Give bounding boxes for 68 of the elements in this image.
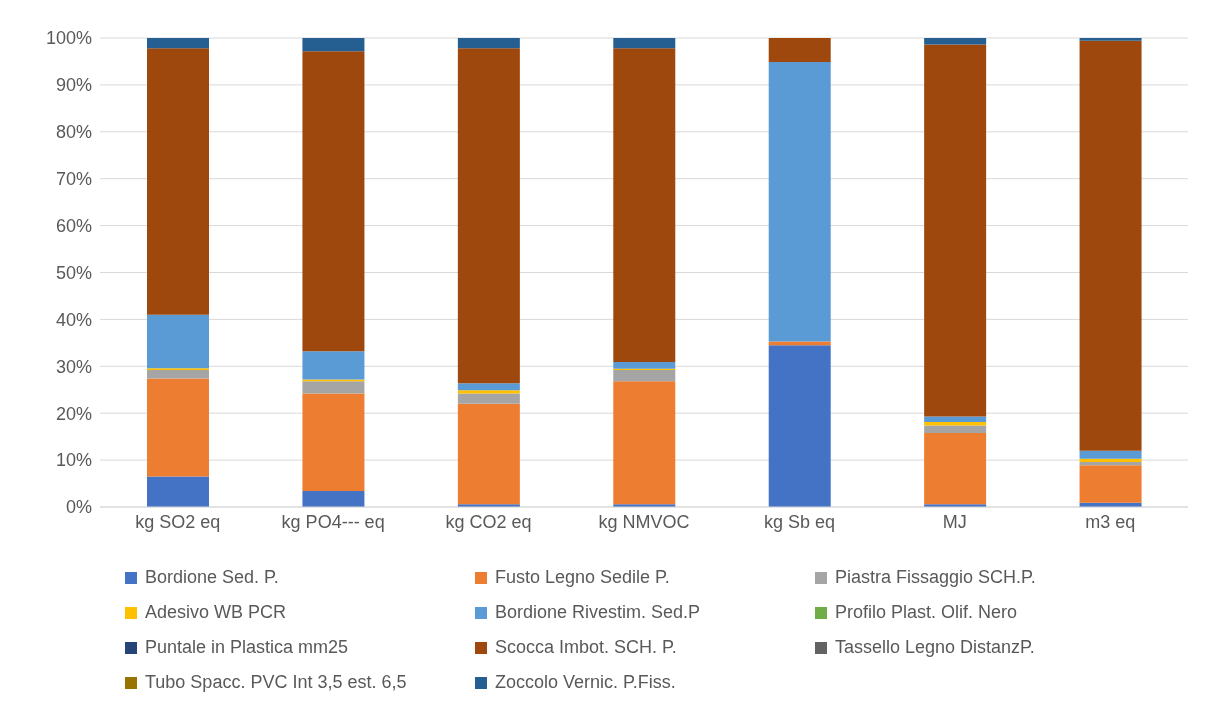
- bar: [613, 381, 676, 505]
- legend-label: Tassello Legno DistanzP.: [835, 637, 1035, 658]
- y-tick-label: 90%: [55, 75, 92, 96]
- bar: [1079, 40, 1142, 451]
- bar: [302, 51, 365, 352]
- bar: [302, 491, 365, 507]
- legend-label: Bordione Rivestim. Sed.P: [495, 602, 701, 623]
- bar: [613, 48, 676, 363]
- bar: [302, 351, 365, 380]
- legend-label: Bordione Sed. P.: [145, 567, 279, 588]
- y-tick-label: 70%: [55, 169, 92, 190]
- x-tick-label: kg CO2 eq: [445, 511, 532, 532]
- legend-label: Zoccolo Vernic. P.Fiss.: [495, 672, 676, 693]
- y-tick-label: 30%: [55, 356, 92, 377]
- bar: [302, 38, 365, 52]
- legend-label: Profilo Plast. Olif. Nero: [835, 602, 1018, 623]
- bar: [1079, 465, 1142, 503]
- x-tick-label: kg PO4--- eq: [281, 511, 385, 532]
- x-tick-label: m3 eq: [1085, 511, 1136, 532]
- y-tick-label: 60%: [55, 215, 92, 236]
- bar: [924, 425, 987, 433]
- bar: [768, 341, 831, 346]
- bar: [613, 370, 676, 382]
- bar: [147, 378, 209, 477]
- legend-label: Scocca Imbot. SCH. P.: [495, 637, 677, 658]
- y-tick-label: 20%: [55, 403, 92, 424]
- y-tick-label: 80%: [55, 122, 92, 143]
- bar: [1079, 458, 1142, 462]
- bar: [768, 61, 831, 342]
- legend-label: Adesivo WB PCR: [145, 602, 287, 623]
- x-tick-label: kg NMVOC: [598, 511, 690, 532]
- legend-label: Tubo Spacc. PVC Int 3,5 est. 6,5: [145, 672, 407, 693]
- y-tick-label: 100%: [45, 28, 92, 49]
- bar: [924, 416, 987, 423]
- x-tick-label: kg Sb eq: [763, 511, 835, 532]
- bar: [924, 422, 987, 426]
- bar: [147, 48, 209, 315]
- legend-label: Piastra Fissaggio SCH.P.: [835, 567, 1036, 588]
- bar: [768, 38, 831, 62]
- bar: [768, 345, 831, 507]
- y-tick-label: 10%: [55, 450, 92, 471]
- bar: [302, 381, 365, 394]
- bar: [457, 390, 520, 394]
- bar: [1079, 461, 1142, 466]
- bar: [457, 393, 520, 404]
- bar: [147, 370, 209, 379]
- legend-label: Puntale in Plastica mm25: [145, 637, 349, 658]
- bar: [924, 44, 987, 417]
- x-tick-label: kg SO2 eq: [135, 511, 221, 532]
- bar: [613, 362, 676, 369]
- bar: [302, 393, 365, 492]
- bar: [147, 476, 209, 507]
- y-tick-label: 40%: [55, 309, 92, 330]
- bar: [147, 38, 209, 49]
- bar: [457, 403, 520, 505]
- bar: [457, 48, 520, 384]
- legend-label: Fusto Legno Sedile P.: [495, 567, 670, 588]
- bar: [613, 38, 676, 49]
- bar: [924, 432, 987, 505]
- bar: [1079, 450, 1142, 459]
- bar: [457, 383, 520, 391]
- bar: [457, 38, 520, 49]
- y-tick-label: 0%: [65, 497, 92, 518]
- bar: [924, 38, 987, 45]
- bar: [147, 314, 209, 369]
- bar: [1079, 38, 1142, 41]
- x-tick-label: MJ: [942, 511, 967, 532]
- y-tick-label: 50%: [55, 262, 92, 283]
